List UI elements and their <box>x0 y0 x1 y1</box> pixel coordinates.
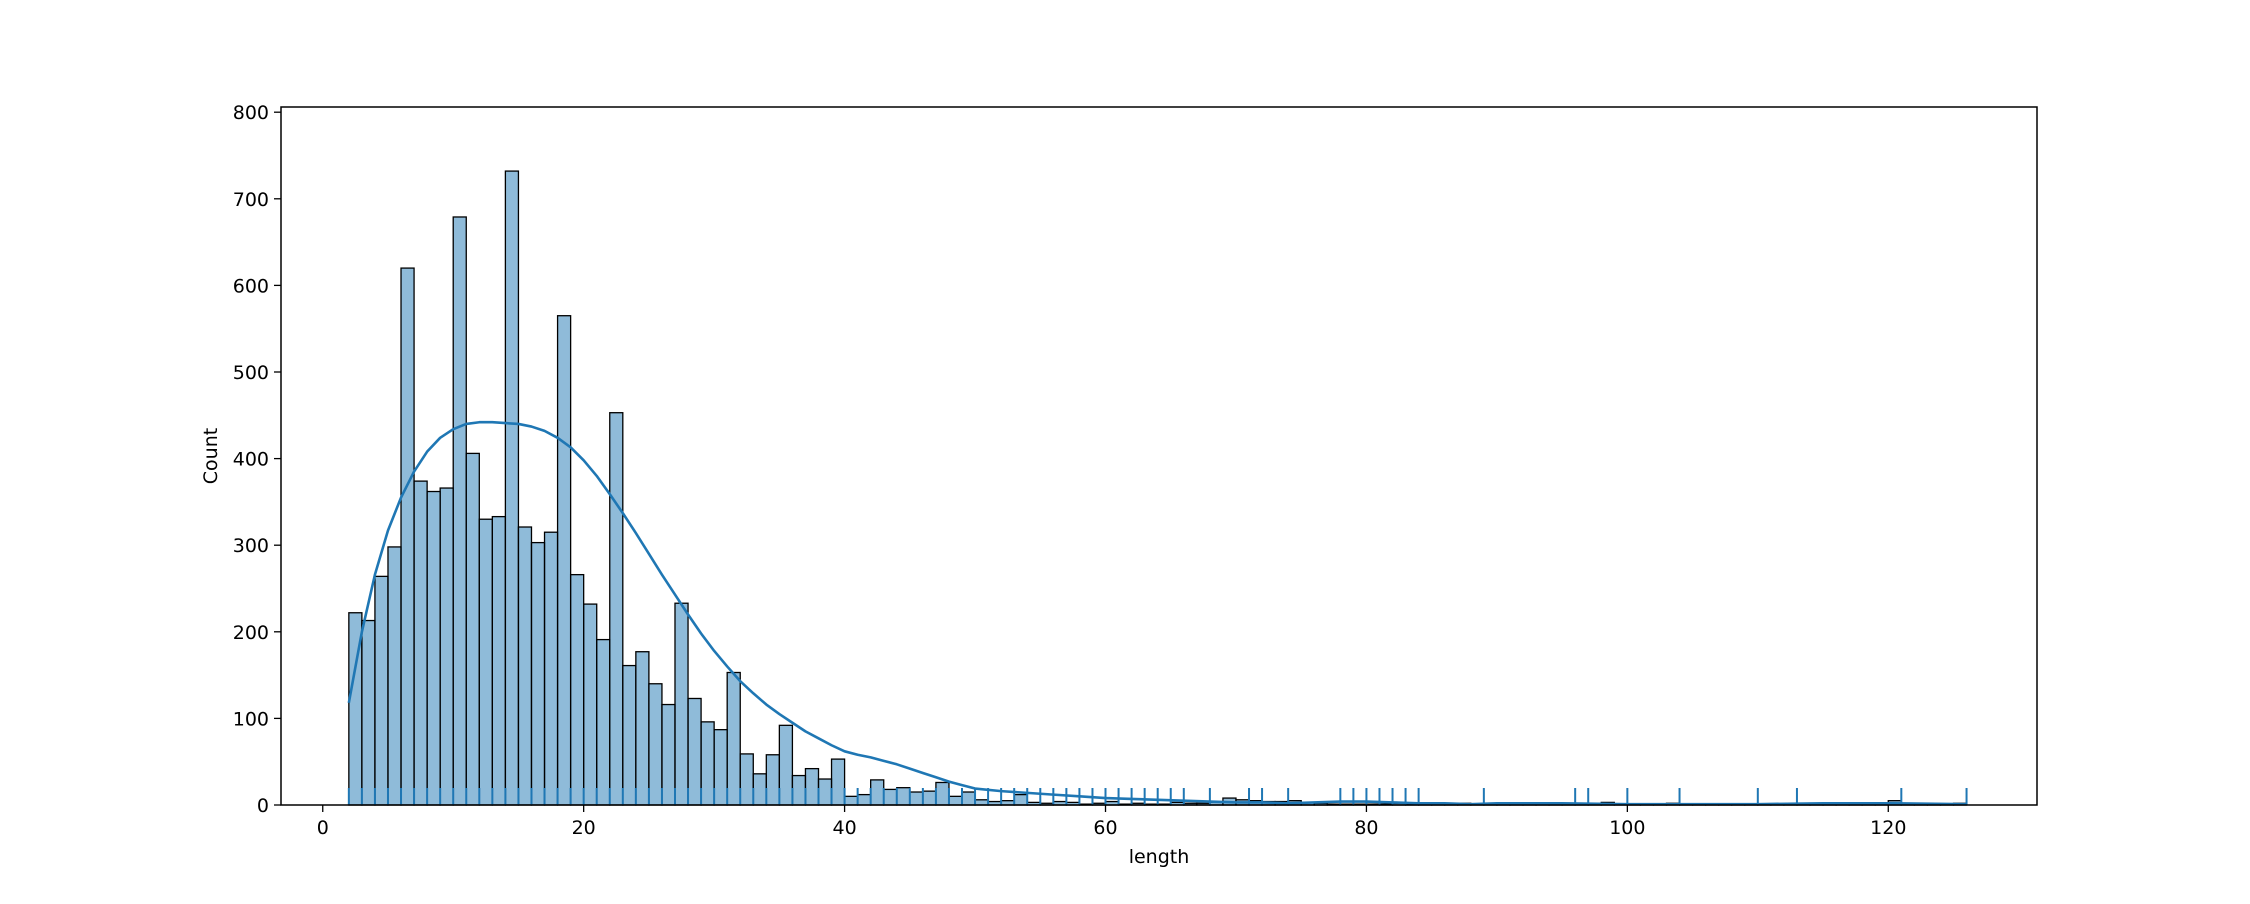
histogram-bar <box>648 683 663 806</box>
histogram-bar <box>922 790 937 806</box>
x-tick-label: 0 <box>317 817 329 839</box>
y-tick-label: 100 <box>233 708 269 730</box>
histogram-bar <box>491 515 507 806</box>
histogram-bar <box>504 170 520 806</box>
x-tick-label: 80 <box>1354 817 1378 839</box>
y-tick-label: 300 <box>233 535 269 557</box>
histogram-bar <box>791 774 807 806</box>
histogram-bar <box>948 795 963 806</box>
histogram-bar <box>935 781 950 806</box>
histogram-bar <box>609 412 624 806</box>
y-tick-label: 0 <box>257 795 269 817</box>
histogram-bar <box>596 638 611 806</box>
x-axis-ticks: 0 20 40 60 80 100 120 <box>317 805 1906 839</box>
histogram-bar <box>726 671 741 806</box>
histogram-bar <box>870 779 885 806</box>
histogram-bar <box>635 651 650 806</box>
histogram-bar <box>674 602 689 806</box>
histogram-bar <box>439 487 454 806</box>
histogram-bar <box>687 697 702 806</box>
histogram-bar <box>517 526 533 806</box>
histogram-bar <box>896 787 911 806</box>
rug-marks <box>347 788 1968 805</box>
y-axis-label: Count <box>200 428 222 484</box>
y-axis-ticks: 0 100 200 300 400 500 600 700 800 <box>233 102 281 817</box>
x-tick-label: 40 <box>832 817 856 839</box>
histogram-bar <box>661 703 676 806</box>
histogram-bar <box>452 216 467 806</box>
histogram-bar <box>765 754 781 806</box>
histogram-bar <box>400 267 415 806</box>
histogram-bar <box>426 490 441 806</box>
histogram-bar <box>974 799 989 806</box>
y-tick-label: 400 <box>233 449 269 471</box>
histogram-bar <box>739 753 754 806</box>
histogram-bar <box>583 603 598 806</box>
histogram-bar <box>556 315 572 806</box>
y-tick-label: 600 <box>233 275 269 297</box>
histogram-bar <box>622 664 637 806</box>
histogram-bar <box>713 729 728 806</box>
histogram-bar <box>804 767 820 806</box>
x-tick-label: 100 <box>1609 817 1645 839</box>
histogram-bar <box>413 480 428 806</box>
histogram-bar <box>778 724 794 806</box>
y-tick-label: 800 <box>233 102 269 124</box>
histogram-bar <box>465 452 480 806</box>
histogram-bar <box>478 518 493 806</box>
histogram-bar <box>700 721 715 806</box>
histogram-bar <box>1013 793 1028 806</box>
histogram-bar <box>361 619 376 806</box>
histogram-bar <box>530 541 546 806</box>
plot-frame <box>280 106 2038 806</box>
y-tick-label: 200 <box>233 622 269 644</box>
histogram-bar <box>830 758 846 806</box>
y-tick-label: 500 <box>233 362 269 384</box>
histogram-bar <box>961 791 976 806</box>
x-axis-label: length <box>1129 846 1190 868</box>
histogram-bar <box>543 531 559 806</box>
histogram-bar <box>387 546 402 806</box>
histogram-bar <box>856 793 872 806</box>
x-tick-label: 120 <box>1870 817 1906 839</box>
histogram-bar <box>752 773 767 806</box>
histogram-bar <box>374 575 389 806</box>
x-tick-label: 60 <box>1093 817 1117 839</box>
histogram-bar <box>909 791 924 806</box>
histogram-bar <box>843 795 859 806</box>
histogram-bar <box>817 778 833 806</box>
histogram-bar <box>883 788 898 806</box>
y-tick-label: 700 <box>233 189 269 211</box>
histogram-bar <box>569 573 585 806</box>
x-tick-label: 20 <box>572 817 596 839</box>
